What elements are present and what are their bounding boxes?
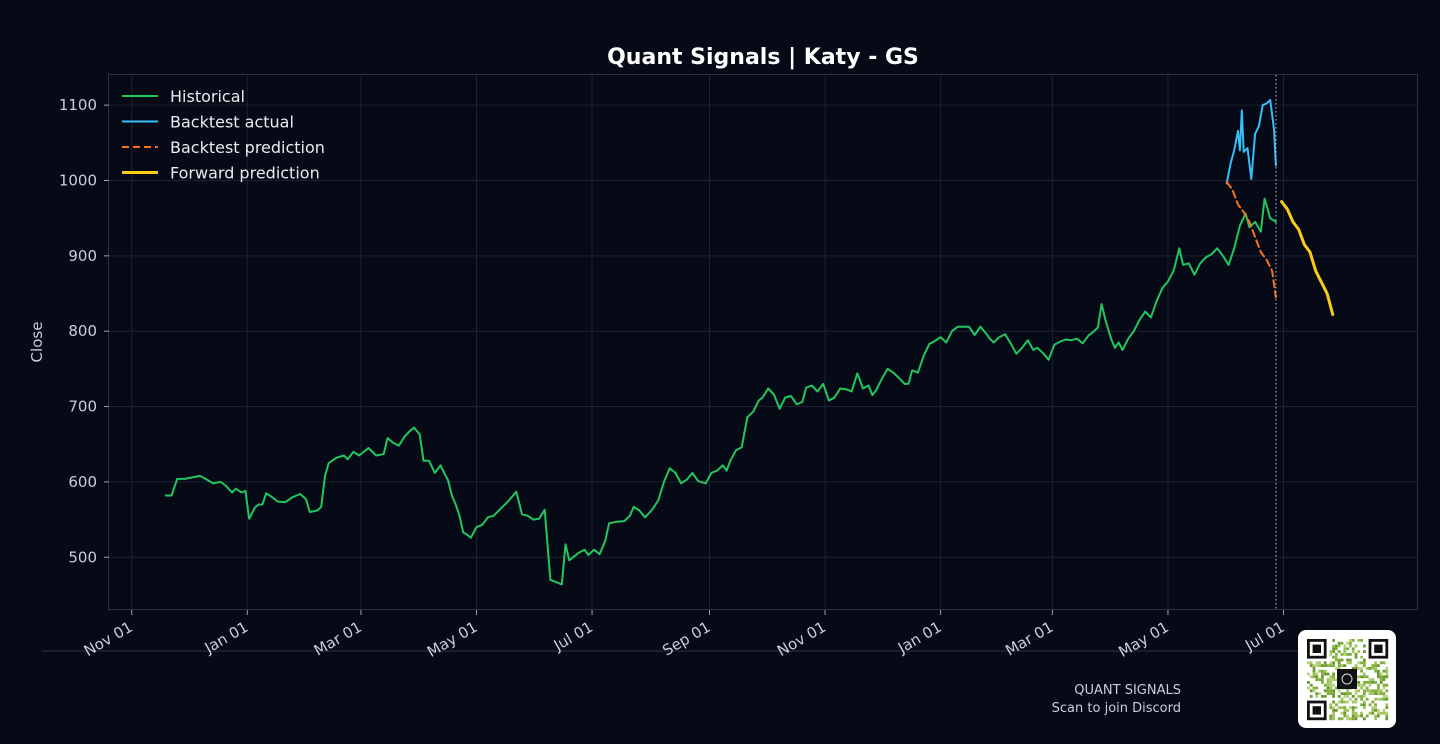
x-tick-label: Nov 01 [774, 618, 829, 660]
x-tick-label: Jul 01 [1241, 618, 1287, 655]
y-tick-label: 700 [68, 398, 97, 416]
y-axis-label: Close [28, 322, 46, 363]
x-tick-label: May 01 [1115, 618, 1172, 661]
series-line-backtest-actual [1225, 98, 1277, 185]
footer-brand: QUANT SIGNALS [1074, 683, 1181, 698]
legend: Historical Backtest actual Backtest predic… [122, 87, 325, 183]
y-tick-label: 500 [68, 548, 97, 566]
x-tick-label: May 01 [424, 618, 481, 661]
series-line-historical [164, 197, 1277, 586]
legend-label: Backtest prediction [170, 138, 325, 157]
x-tick-label: Mar 01 [311, 618, 365, 660]
legend-label: Historical [170, 87, 245, 106]
grid [109, 75, 1418, 610]
x-tick-label: Jan 01 [894, 618, 945, 658]
y-tick-label: 800 [68, 322, 97, 340]
qr-code-graphic [1307, 639, 1389, 721]
chart-title: Quant Signals | Katy - GS [607, 45, 919, 70]
series-group [164, 98, 1335, 586]
x-tick-label: Mar 01 [1002, 618, 1056, 660]
footer-caption: Scan to join Discord [1052, 701, 1181, 716]
y-tick-label: 1100 [59, 96, 97, 114]
series-line-backtest-prediction [1225, 181, 1277, 299]
legend-label: Forward prediction [170, 164, 320, 183]
x-axis: Nov 01 Jan 01 Mar 01 May 01 Jul 01 Sep 01 Nov … [81, 610, 1288, 661]
y-axis: 500 600 700 800 900 1000 1100 [59, 96, 109, 566]
plot-frame [108, 74, 1418, 610]
x-tick-label: Jul 01 [550, 618, 596, 655]
series-line-forward-prediction [1280, 200, 1335, 317]
y-tick-label: 1000 [59, 171, 97, 189]
x-tick-label: Jan 01 [201, 618, 252, 658]
x-tick-label: Nov 01 [81, 618, 136, 660]
x-tick-label: Sep 01 [659, 618, 713, 660]
y-tick-label: 600 [68, 473, 97, 491]
y-tick-label: 900 [68, 247, 97, 265]
legend-label: Backtest actual [170, 113, 294, 132]
qr-code-icon[interactable] [1298, 630, 1396, 728]
